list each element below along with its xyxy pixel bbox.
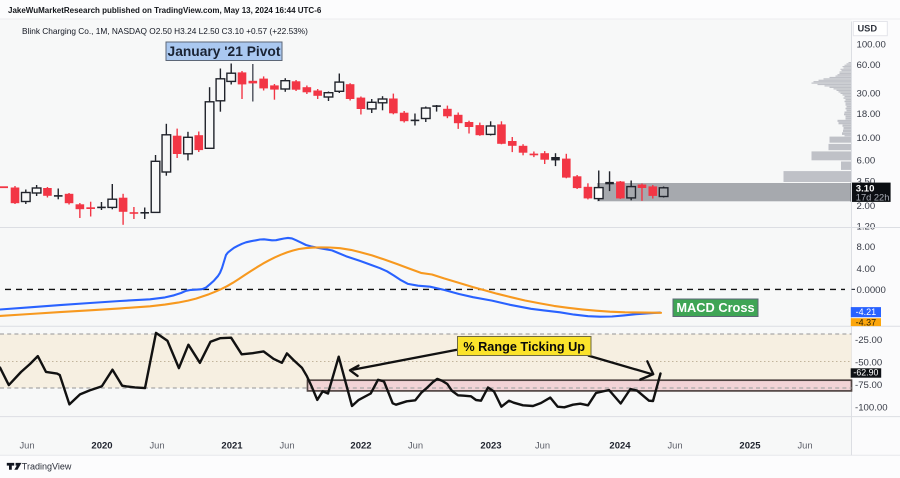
svg-text:-4.37: -4.37: [856, 317, 877, 327]
svg-text:2024: 2024: [609, 440, 631, 451]
svg-text:-100.00: -100.00: [855, 402, 888, 413]
svg-text:Jun: Jun: [797, 439, 812, 450]
svg-text:10.00: 10.00: [857, 133, 881, 144]
svg-text:0.0000: 0.0000: [857, 285, 886, 296]
svg-text:1.20: 1.20: [857, 221, 876, 232]
svg-text:3.10: 3.10: [856, 183, 875, 194]
svg-text:% Range Ticking Up: % Range Ticking Up: [463, 340, 585, 354]
svg-text:2020: 2020: [91, 440, 112, 451]
svg-text:USD: USD: [857, 24, 877, 34]
svg-text:100.00: 100.00: [857, 39, 886, 50]
svg-text:2021: 2021: [221, 440, 243, 451]
svg-text:2025: 2025: [739, 440, 761, 451]
svg-text:17d 22h: 17d 22h: [856, 192, 890, 202]
svg-text:2022: 2022: [350, 440, 371, 451]
svg-text:30.00: 30.00: [857, 88, 881, 99]
svg-text:60.00: 60.00: [857, 60, 881, 71]
svg-text:3.50: 3.50: [857, 176, 876, 187]
svg-text:-4.21: -4.21: [856, 307, 877, 317]
svg-text:January '21 Pivot: January '21 Pivot: [168, 44, 281, 59]
svg-text:Jun: Jun: [535, 439, 550, 450]
svg-text:Jun: Jun: [408, 439, 423, 450]
svg-text:2.00: 2.00: [857, 201, 876, 212]
svg-text:JakeWuMarketResearch published: JakeWuMarketResearch published on Tradin…: [8, 6, 322, 15]
svg-text:6.00: 6.00: [857, 156, 876, 167]
svg-text:8.00: 8.00: [857, 242, 876, 253]
svg-text:18.00: 18.00: [857, 109, 881, 120]
svg-text:2023: 2023: [480, 440, 501, 451]
svg-text:Jun: Jun: [19, 439, 34, 450]
svg-text:-62.90: -62.90: [853, 368, 878, 378]
svg-text:4.00: 4.00: [857, 264, 876, 275]
svg-text:MACD Cross: MACD Cross: [676, 300, 754, 315]
svg-text:TradingView: TradingView: [22, 462, 72, 472]
svg-text:-75.00: -75.00: [855, 380, 882, 391]
svg-text:Jun: Jun: [149, 439, 164, 450]
svg-text:Jun: Jun: [279, 439, 294, 450]
svg-text:-50.00: -50.00: [855, 357, 882, 368]
svg-text:Blink Charging Co., 1M, NASDAQ: Blink Charging Co., 1M, NASDAQ O2.50 H3.…: [22, 26, 308, 36]
svg-text:Jun: Jun: [667, 439, 682, 450]
svg-text:-25.00: -25.00: [855, 335, 882, 346]
